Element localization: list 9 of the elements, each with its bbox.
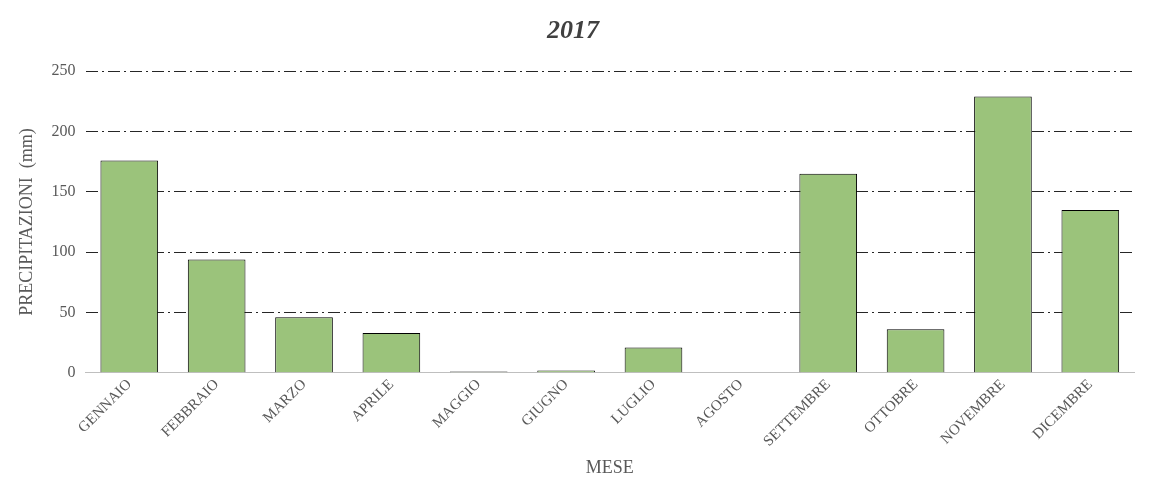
y-tick-label: 0 xyxy=(67,363,76,380)
chart-title: 2017 xyxy=(546,15,600,45)
x-axis-title: MESE xyxy=(585,456,634,477)
y-tick-label: 150 xyxy=(51,182,76,200)
y-tick-label: 50 xyxy=(59,302,76,320)
y-tick-label: 200 xyxy=(51,121,76,139)
y-axis-title: PRECIPITAZIONI (mm) xyxy=(15,128,37,316)
y-tick-label: 100 xyxy=(51,242,76,260)
y-tick-label: 250 xyxy=(51,61,76,79)
